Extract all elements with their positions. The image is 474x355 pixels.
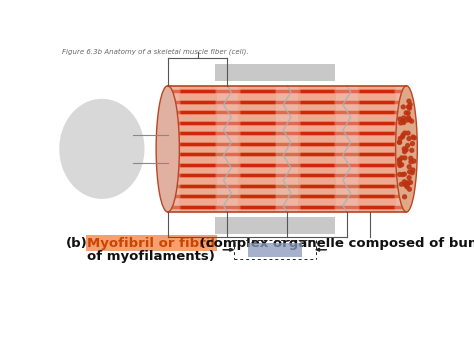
Circle shape	[402, 172, 406, 176]
Circle shape	[404, 183, 408, 187]
Circle shape	[404, 148, 408, 152]
Bar	[217, 86, 228, 212]
Circle shape	[411, 135, 415, 139]
Circle shape	[401, 135, 404, 139]
Circle shape	[406, 181, 410, 185]
Circle shape	[411, 168, 415, 172]
Circle shape	[400, 163, 404, 166]
Circle shape	[402, 150, 407, 154]
Circle shape	[409, 160, 413, 164]
Bar	[168, 86, 406, 212]
FancyArrow shape	[223, 248, 234, 251]
Circle shape	[407, 99, 411, 103]
Circle shape	[398, 164, 402, 168]
Bar	[228, 86, 238, 212]
Text: Myofibril or fibril: Myofibril or fibril	[87, 237, 215, 250]
Bar	[215, 64, 335, 81]
Circle shape	[407, 105, 410, 109]
Circle shape	[397, 158, 401, 162]
Circle shape	[404, 111, 408, 115]
Ellipse shape	[156, 86, 179, 212]
Circle shape	[407, 137, 411, 141]
Circle shape	[406, 131, 410, 135]
Circle shape	[403, 182, 408, 186]
Circle shape	[408, 118, 412, 122]
Circle shape	[409, 156, 413, 160]
Circle shape	[402, 116, 406, 120]
Ellipse shape	[59, 99, 145, 199]
Circle shape	[412, 136, 416, 140]
Circle shape	[401, 105, 405, 109]
Circle shape	[400, 156, 404, 160]
Circle shape	[407, 176, 411, 180]
Circle shape	[406, 111, 410, 115]
Text: (complex organelle composed of bundles: (complex organelle composed of bundles	[195, 237, 474, 250]
Circle shape	[401, 119, 404, 123]
Bar	[276, 86, 287, 212]
Bar	[347, 86, 357, 212]
Circle shape	[400, 182, 403, 186]
Circle shape	[398, 173, 401, 176]
Circle shape	[401, 173, 404, 176]
Circle shape	[402, 195, 407, 199]
Circle shape	[403, 156, 407, 160]
Circle shape	[398, 162, 401, 165]
Circle shape	[410, 171, 414, 175]
FancyArrow shape	[316, 248, 327, 251]
Circle shape	[398, 140, 401, 144]
Circle shape	[397, 140, 401, 144]
Circle shape	[410, 148, 414, 152]
Circle shape	[402, 180, 406, 184]
Circle shape	[410, 119, 413, 123]
Circle shape	[405, 118, 409, 122]
Bar	[336, 86, 347, 212]
Circle shape	[402, 121, 406, 125]
Circle shape	[403, 131, 407, 135]
Circle shape	[407, 165, 411, 169]
Ellipse shape	[396, 86, 417, 212]
Circle shape	[408, 170, 411, 174]
Circle shape	[401, 133, 405, 137]
Bar	[247, 243, 302, 257]
Text: Figure 6.3b Anatomy of a skeletal muscle fiber (cell).: Figure 6.3b Anatomy of a skeletal muscle…	[63, 49, 249, 55]
Circle shape	[410, 142, 414, 146]
Circle shape	[405, 185, 409, 189]
Bar	[215, 217, 335, 234]
Circle shape	[407, 116, 410, 120]
Circle shape	[406, 143, 410, 147]
Bar	[168, 86, 179, 212]
Circle shape	[398, 117, 402, 121]
Circle shape	[409, 180, 412, 184]
Circle shape	[408, 106, 411, 110]
Circle shape	[402, 147, 406, 151]
Circle shape	[408, 103, 412, 106]
Circle shape	[406, 182, 410, 186]
Bar	[287, 86, 298, 212]
Circle shape	[408, 187, 411, 191]
Circle shape	[412, 159, 416, 163]
Circle shape	[399, 121, 403, 125]
Text: of myofilaments): of myofilaments)	[87, 250, 215, 263]
Bar	[396, 86, 406, 212]
Text: (b): (b)	[65, 237, 87, 250]
Circle shape	[398, 158, 401, 162]
Circle shape	[398, 137, 402, 140]
